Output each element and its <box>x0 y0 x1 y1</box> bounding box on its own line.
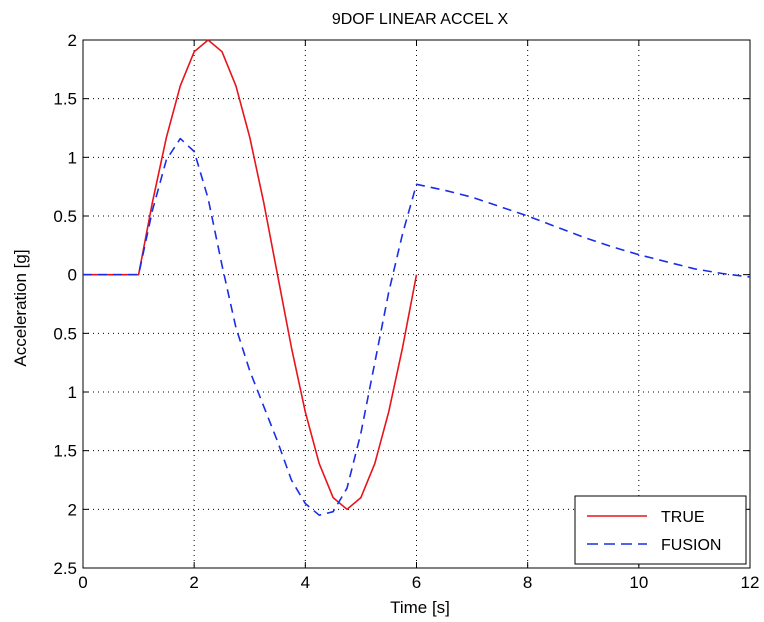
series-line-true <box>83 39 418 511</box>
y-tick-label: 1.5 <box>53 90 77 109</box>
y-tick-label: 1.5 <box>53 442 77 461</box>
legend: TRUE FUSION <box>574 495 747 565</box>
x-tick-label: 10 <box>629 573 648 592</box>
y-axis-label: Acceleration [g] <box>11 249 30 366</box>
legend-box <box>574 495 747 565</box>
y-tick-label: 2 <box>68 31 77 50</box>
y-tick-label: 1 <box>68 383 77 402</box>
series-line-fusion <box>83 137 751 517</box>
y-tick-label: 2 <box>68 500 77 519</box>
x-axis-label: Time [s] <box>390 598 450 617</box>
x-tick-label: 0 <box>78 573 87 592</box>
y-tick-label: 1 <box>68 148 77 167</box>
legend-label-true: TRUE <box>661 509 705 526</box>
y-tick-label: 0.5 <box>53 324 77 343</box>
x-tick-label: 4 <box>301 573 310 592</box>
y-tick-label: 0 <box>68 266 77 285</box>
legend-label-fusion: FUSION <box>661 537 721 554</box>
x-tick-label: 12 <box>741 573 760 592</box>
plot-area: 0 2 4 6 8 10 12 2 1.5 1 0.5 0 0.5 1 1.5 2 2.5 TRUE FUSION <box>53 31 759 592</box>
chart-title: 9DOF LINEAR ACCEL X <box>332 11 509 28</box>
y-tick-label: 0.5 <box>53 207 77 226</box>
x-tick-label: 8 <box>523 573 532 592</box>
y-tick-label: 2.5 <box>53 559 77 578</box>
x-tick-label: 6 <box>412 573 421 592</box>
x-tick-label: 2 <box>189 573 198 592</box>
